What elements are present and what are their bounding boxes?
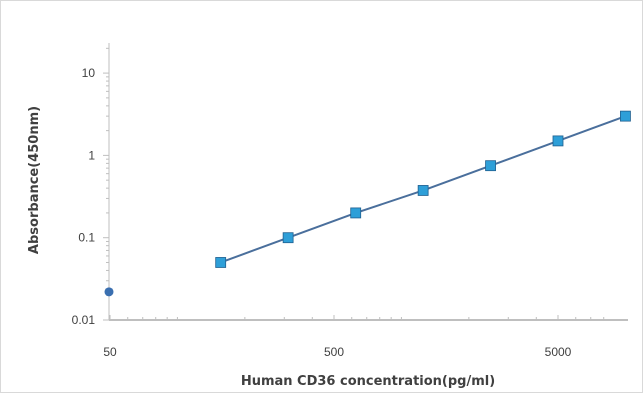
y-tick-label: 0.1 [78, 231, 95, 245]
y-axis-title: Absorbance(450nm) [27, 106, 42, 254]
data-point-circle [104, 287, 114, 297]
data-point-square [485, 160, 496, 172]
data-point-square [215, 257, 227, 268]
y-tick-label: 1 [88, 148, 95, 162]
x-axis-title: Human CD36 concentration(pg/ml) [241, 374, 495, 389]
y-tick-label: 10 [82, 66, 96, 80]
data-point-square [350, 207, 362, 219]
x-tick-label: 5000 [545, 345, 572, 359]
x-tick-label: 50 [103, 345, 117, 359]
data-point-square [620, 110, 631, 122]
y-tick-label: 0.01 [72, 313, 96, 327]
x-tick-label: 500 [324, 345, 344, 359]
data-point-square [417, 185, 429, 196]
data-point-square [552, 135, 564, 147]
plot-area: 0.01 0.1 1 10 50 500 5000 [72, 43, 631, 359]
data-point-square [282, 232, 294, 244]
